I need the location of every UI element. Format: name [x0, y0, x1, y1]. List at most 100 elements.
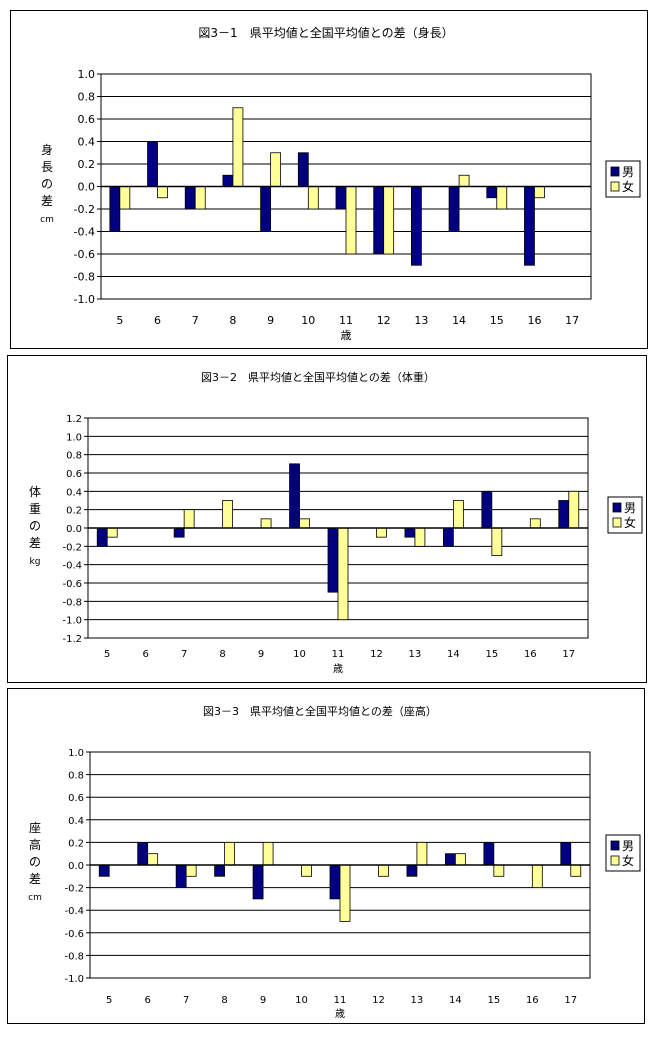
y-tick-label: -0.2: [74, 203, 95, 216]
y-tick-label: 0.2: [68, 838, 84, 849]
y-axis-label: 差: [29, 536, 41, 550]
bar-female-7: [183, 509, 195, 529]
bar-female-6: [147, 853, 159, 866]
y-axis-label: 差: [29, 872, 41, 886]
y-tick-label: 1.0: [66, 432, 82, 443]
y-axis-label: 体: [29, 485, 41, 499]
x-tick-label: 16: [527, 314, 541, 327]
bar-female-16: [529, 518, 541, 529]
chart-height: 図3－1 県平均値と全国平均値との差（身長） 1.0 0.8 0.6 0.4 0.2 0.0…: [40, 25, 641, 342]
bar-female-8: [222, 500, 234, 529]
bar-female-16: [534, 186, 545, 199]
y-tick-label: 0.0: [78, 181, 96, 194]
y-tick-label: -0.8: [62, 597, 82, 608]
x-tick-label: 6: [145, 995, 151, 1006]
bar-female-8: [224, 841, 236, 866]
bar-male-7: [175, 864, 187, 889]
y-tick-label: 0.8: [68, 771, 84, 782]
bar-female-9: [260, 518, 272, 529]
bar-female-15: [491, 527, 503, 556]
y-axis-label: 重: [29, 502, 41, 516]
chart-sitting-height: 図3－3 県平均値と全国平均値との差（座高） 1.0 0.8 0.6 0.4 0.2 0.0…: [28, 704, 641, 1020]
x-tick-label: 14: [447, 649, 460, 660]
chart-panel-sitting-height: 図3－3 県平均値と全国平均値との差（座高） 1.0 0.8 0.6 0.4 0.2 0.0…: [7, 688, 645, 1024]
legend-label: 女: [622, 853, 634, 868]
bar-male-11: [327, 527, 339, 593]
x-tick-label: 5: [106, 995, 112, 1006]
bar-female-10: [301, 864, 312, 877]
x-tick-label: 9: [260, 995, 266, 1006]
x-tick-label: 5: [116, 314, 123, 327]
bar-female-11: [337, 527, 349, 621]
bar-female-9: [262, 841, 274, 866]
legend-swatch: [610, 166, 620, 177]
bar-female-12: [378, 864, 389, 877]
x-tick-label: 7: [183, 995, 189, 1006]
x-tick-label: 12: [370, 649, 383, 660]
bar-male-6: [147, 141, 158, 187]
y-axis-label: 長: [41, 160, 53, 174]
legend-swatch: [612, 517, 622, 528]
bar-female-10: [307, 186, 319, 210]
y-tick-label: -1.0: [64, 974, 84, 985]
bar-female-14: [458, 174, 470, 187]
chart-title: 図3－1 県平均値と全国平均値との差（身長）: [198, 25, 453, 40]
x-tick-label: 9: [258, 649, 264, 660]
y-tick-label: 0.8: [66, 451, 82, 462]
y-axis-label: kg: [30, 557, 41, 567]
x-tick-label: 14: [449, 995, 462, 1006]
y-tick-label: 0.8: [78, 91, 96, 104]
bar-male-5: [109, 186, 121, 232]
y-tick-label: -0.6: [64, 929, 84, 940]
y-axis-label: 身: [41, 142, 53, 157]
bar-male-9: [260, 186, 272, 232]
legend-label: 男: [622, 165, 634, 179]
y-axis-label: 高: [29, 837, 41, 852]
bar-female-10: [299, 518, 310, 529]
x-axis-label: 歳: [333, 663, 343, 675]
legend-label: 男: [622, 839, 634, 853]
x-axis-label: 歳: [341, 329, 352, 342]
chart-title: 図3－2 県平均値と全国平均値との差（体重）: [201, 370, 435, 384]
legend-label: 女: [624, 515, 636, 530]
bar-male-5: [96, 527, 108, 547]
x-tick-label: 13: [411, 995, 424, 1006]
x-tick-label: 13: [414, 314, 428, 327]
bar-male-5: [98, 864, 110, 877]
y-tick-label: -0.2: [62, 542, 82, 553]
bar-female-15: [493, 864, 505, 877]
x-tick-label: 10: [295, 995, 308, 1006]
bar-male-13: [406, 864, 418, 877]
x-tick-label: 8: [219, 649, 225, 660]
bar-male-17: [558, 500, 570, 529]
bar-female-14: [454, 853, 466, 866]
bar-female-17: [570, 864, 582, 877]
y-tick-label: 0.6: [68, 793, 84, 804]
x-tick-label: 10: [301, 314, 315, 327]
bar-female-5: [119, 186, 131, 210]
y-tick-label: -0.6: [74, 248, 95, 261]
bar-male-14: [448, 186, 460, 232]
bar-male-15: [481, 490, 493, 529]
bar-male-8: [222, 174, 234, 187]
x-axis-label: 歳: [335, 1008, 345, 1020]
x-tick-label: 6: [154, 314, 161, 327]
y-axis-label: の: [41, 177, 53, 191]
y-axis-label: の: [29, 855, 41, 869]
y-tick-label: 0.0: [66, 524, 82, 535]
bar-male-11: [335, 186, 347, 210]
bar-male-10: [289, 463, 300, 529]
x-tick-label: 12: [372, 995, 385, 1006]
bar-female-15: [496, 186, 508, 210]
y-tick-label: 0.4: [68, 816, 84, 827]
legend-swatch: [610, 840, 620, 851]
bar-male-16: [524, 186, 535, 266]
y-tick-label: 1.2: [66, 414, 82, 425]
bar-female-13: [416, 841, 428, 866]
bar-male-9: [252, 864, 264, 900]
bar-female-9: [270, 152, 282, 187]
y-tick-label: 0.0: [68, 861, 84, 872]
legend-label: 女: [622, 179, 634, 194]
x-tick-label: 15: [487, 995, 500, 1006]
y-tick-label: 1.0: [68, 748, 84, 759]
